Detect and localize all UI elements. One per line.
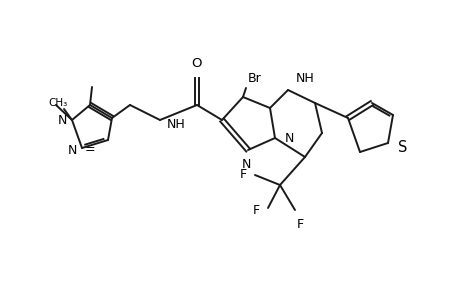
Text: N: N — [67, 143, 77, 157]
Text: O: O — [191, 57, 202, 70]
Text: NH: NH — [295, 72, 314, 85]
Text: N: N — [57, 113, 67, 127]
Text: F: F — [239, 169, 246, 182]
Text: F: F — [252, 205, 259, 218]
Text: Br: Br — [247, 72, 261, 85]
Text: NH: NH — [167, 118, 185, 131]
Text: =: = — [85, 143, 95, 157]
Text: F: F — [297, 218, 303, 231]
Text: N: N — [241, 158, 250, 171]
Text: N: N — [285, 131, 294, 145]
Text: CH₃: CH₃ — [48, 98, 67, 108]
Text: S: S — [397, 140, 407, 155]
